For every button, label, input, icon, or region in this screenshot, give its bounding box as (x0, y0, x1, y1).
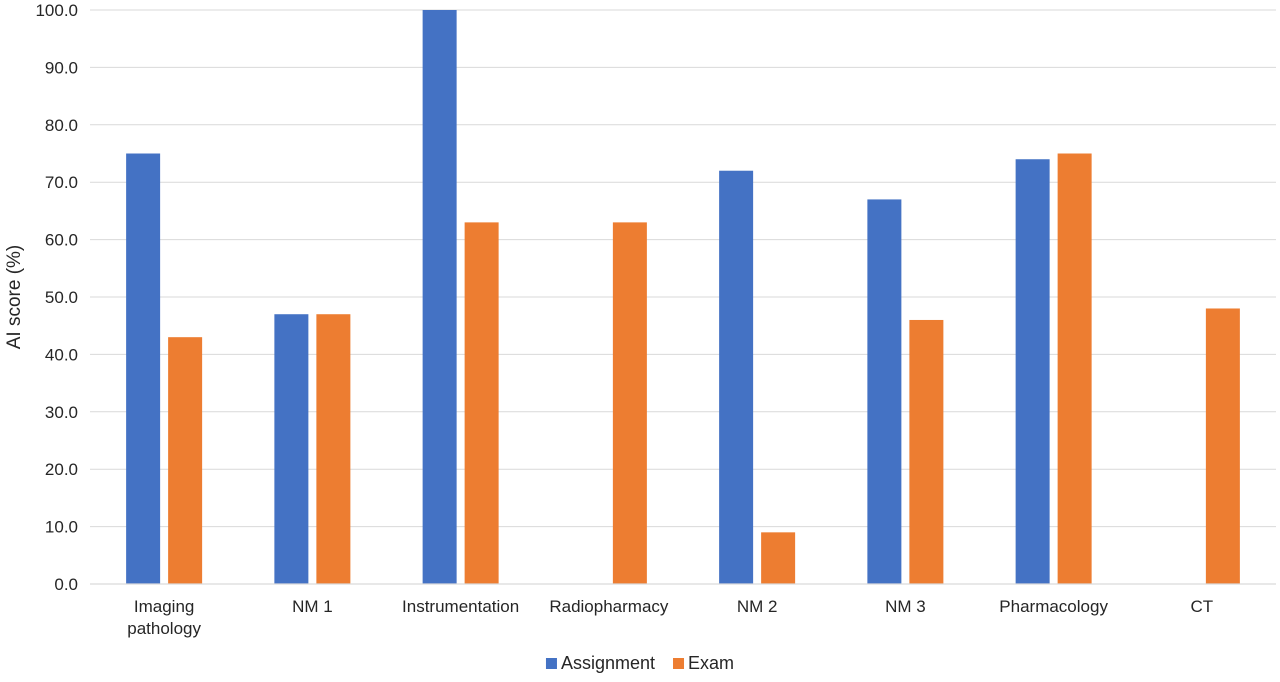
legend-label: Assignment (561, 653, 655, 673)
legend-label: Exam (688, 653, 734, 673)
legend-swatch (673, 658, 685, 669)
bar-exam (761, 532, 796, 584)
bar-exam (316, 314, 351, 584)
x-tick-label: Pharmacology (999, 597, 1108, 616)
y-tick-label: 80.0 (45, 116, 78, 135)
y-tick-label: 20.0 (45, 460, 78, 479)
legend: Assignment Exam (545, 653, 734, 673)
bar-assignment (867, 199, 902, 585)
bar-assignment (274, 314, 309, 584)
bar-assignment (422, 10, 457, 584)
y-tick-label: 0.0 (54, 575, 78, 594)
y-tick-label: 100.0 (35, 1, 78, 20)
y-tick-label: 10.0 (45, 518, 78, 537)
bar-assignment (719, 170, 754, 584)
bar-assignment (126, 153, 161, 584)
bar-exam (1057, 153, 1092, 584)
axes: 0.0 10.0 20.0 30.0 40.0 50.0 60.0 70.0 80.0 90.0 1… (35, 1, 1276, 638)
x-tick-label: NM 2 (737, 597, 778, 616)
bar-assignment (1015, 159, 1050, 585)
y-tick-label: 40.0 (45, 345, 78, 364)
y-tick-label: 50.0 (45, 288, 78, 307)
x-tick-label: Instrumentation (402, 597, 519, 616)
legend-swatch (545, 658, 557, 669)
gridlines (90, 9, 1276, 528)
legend-item: Exam (673, 653, 734, 673)
x-tick-label: Radiopharmacy (549, 597, 669, 616)
bar-exam (1205, 308, 1240, 584)
x-tick-label: CT (1191, 597, 1214, 616)
bars (126, 10, 1240, 585)
bar-exam (612, 222, 647, 584)
bar-exam (909, 319, 944, 584)
y-axis-title: AI score (%) (4, 245, 25, 350)
y-tick-label: 90.0 (45, 58, 78, 77)
legend-item: Assignment (545, 653, 655, 673)
x-tick-label: Imaging pathology (127, 597, 201, 638)
x-tick-label: NM 1 (292, 597, 333, 616)
y-tick-label: 60.0 (45, 231, 78, 250)
bar-exam (464, 222, 499, 584)
y-tick-label: 70.0 (45, 173, 78, 192)
y-tick-label: 30.0 (45, 403, 78, 422)
bar-exam (168, 337, 203, 584)
x-tick-label: NM 3 (885, 597, 926, 616)
